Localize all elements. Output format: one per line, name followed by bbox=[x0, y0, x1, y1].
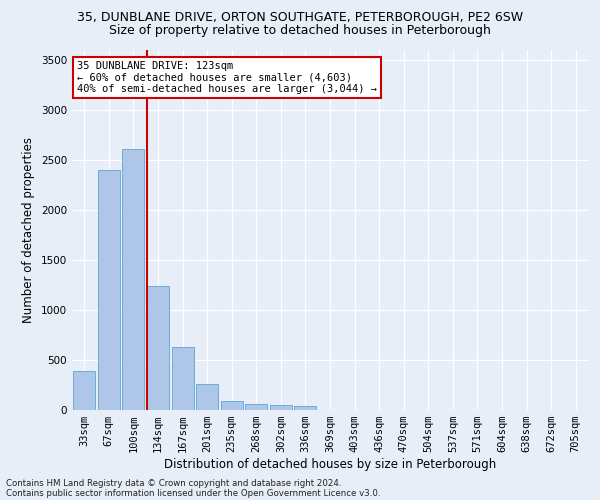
Bar bbox=[245, 404, 268, 410]
Text: Contains public sector information licensed under the Open Government Licence v3: Contains public sector information licen… bbox=[6, 488, 380, 498]
X-axis label: Distribution of detached houses by size in Peterborough: Distribution of detached houses by size … bbox=[164, 458, 496, 471]
Bar bbox=[147, 286, 169, 410]
Bar bbox=[270, 404, 292, 410]
Y-axis label: Number of detached properties: Number of detached properties bbox=[22, 137, 35, 323]
Bar bbox=[98, 170, 120, 410]
Bar bbox=[221, 400, 243, 410]
Bar bbox=[73, 371, 95, 410]
Bar bbox=[122, 149, 145, 410]
Text: Contains HM Land Registry data © Crown copyright and database right 2024.: Contains HM Land Registry data © Crown c… bbox=[6, 478, 341, 488]
Bar bbox=[295, 406, 316, 410]
Text: Size of property relative to detached houses in Peterborough: Size of property relative to detached ho… bbox=[109, 24, 491, 37]
Bar bbox=[172, 346, 194, 410]
Text: 35 DUNBLANE DRIVE: 123sqm
← 60% of detached houses are smaller (4,603)
40% of se: 35 DUNBLANE DRIVE: 123sqm ← 60% of detac… bbox=[77, 61, 377, 94]
Text: 35, DUNBLANE DRIVE, ORTON SOUTHGATE, PETERBOROUGH, PE2 6SW: 35, DUNBLANE DRIVE, ORTON SOUTHGATE, PET… bbox=[77, 11, 523, 24]
Bar bbox=[196, 384, 218, 410]
